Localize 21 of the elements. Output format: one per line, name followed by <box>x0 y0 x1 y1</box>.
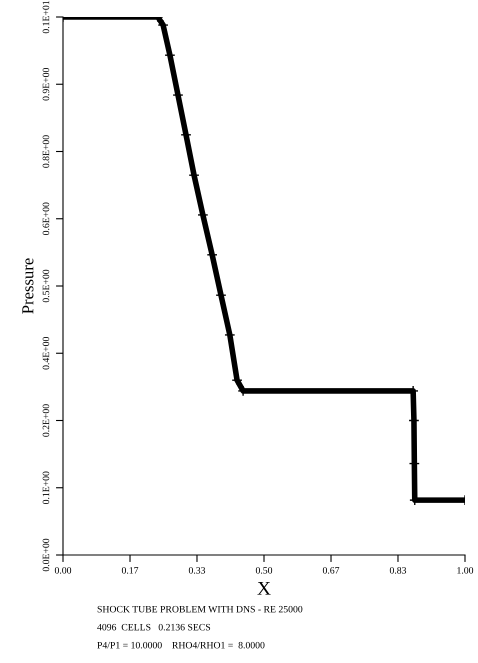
x-tick-label: 0.67 <box>322 567 340 574</box>
y-tick-label: 0.1E+00 <box>42 471 50 504</box>
x-tick-label: 0.50 <box>256 567 272 574</box>
x-tick-label: 1.00 <box>457 567 474 574</box>
text: P4/P1 = 10.0000 RHO4/RHO1 = 8.0000 <box>97 642 265 648</box>
y-tick-label: 0.6E+00 <box>42 202 50 236</box>
y-tick-label: 0.8E+00 <box>42 135 50 168</box>
y-tick-label: 0.5E+00 <box>42 270 50 302</box>
x-tick-label: 0.33 <box>188 567 206 574</box>
y-tick-label: 0.4E+00 <box>42 336 50 370</box>
x-axis-title: X <box>257 582 271 595</box>
y-axis-title: Pressure <box>22 258 34 314</box>
y-tick-label: 0.0E+00 <box>42 538 50 572</box>
y-tick-label: 0.9E+00 <box>42 68 50 101</box>
text: SHOCK TUBE PROBLEM WITH DNS - RE 25000 <box>98 606 302 612</box>
x-tick-label: 0.00 <box>54 567 72 574</box>
y-tick-label: 0.2E+00 <box>42 404 50 437</box>
x-tick-label: 0.17 <box>122 567 138 574</box>
x-tick-label: 0.83 <box>390 567 406 574</box>
y-tick-label: 0.1E+01 <box>42 0 50 34</box>
text: 4096 CELLS 0.2136 SECS <box>97 624 210 630</box>
